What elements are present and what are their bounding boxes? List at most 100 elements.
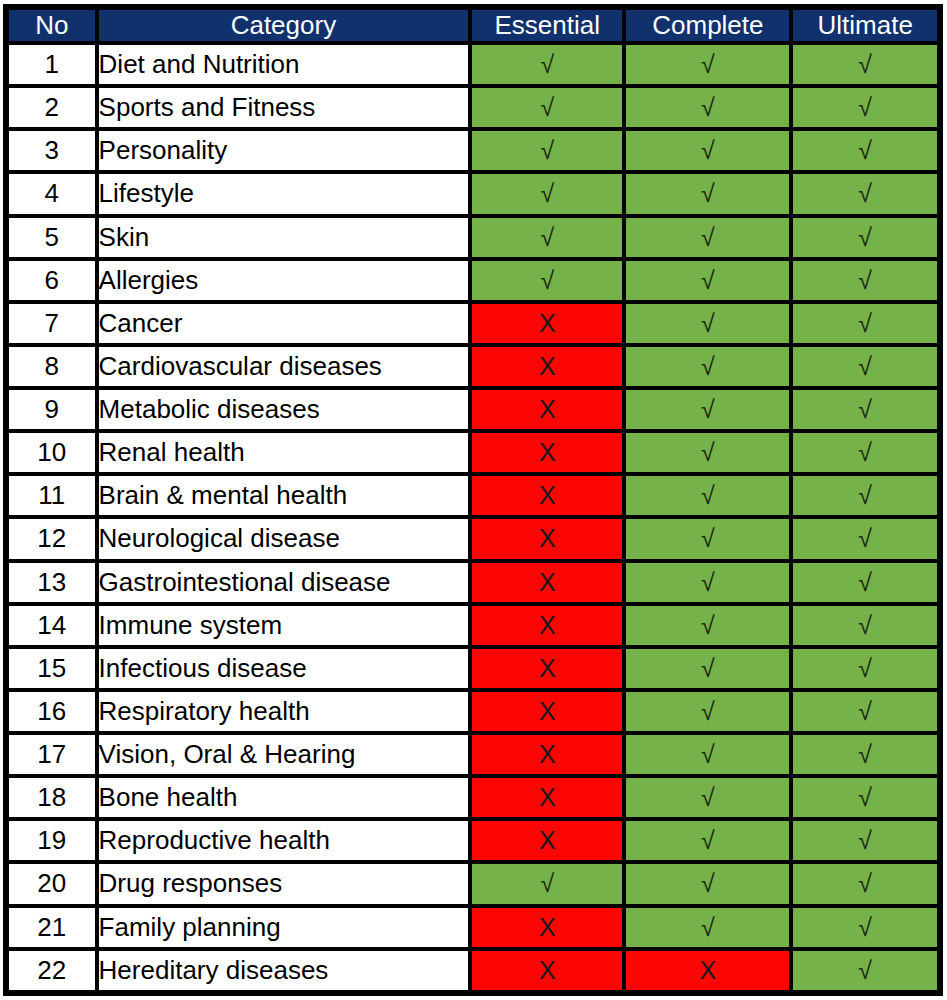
row-number-cell: 21 [6, 906, 97, 949]
table-row: 15Infectious diseaseX√√ [6, 647, 940, 690]
row-number-cell: 22 [6, 949, 97, 993]
complete-check-mark-cell: √ [624, 172, 791, 215]
category-cell: Family planning [97, 906, 471, 949]
plan-comparison-table: No Category Essential Complete Ultimate … [3, 4, 943, 996]
row-number-cell: 10 [6, 431, 97, 474]
row-number-cell: 8 [6, 345, 97, 388]
complete-check-mark-cell: √ [624, 776, 791, 819]
comparison-table: No Category Essential Complete Ultimate … [3, 4, 943, 996]
essential-cross-mark-cell: X [470, 906, 624, 949]
essential-check-mark-cell: √ [470, 216, 624, 259]
table-row: 2Sports and Fitness√√√ [6, 86, 940, 129]
complete-check-mark-cell: √ [624, 647, 791, 690]
table-header-row: No Category Essential Complete Ultimate [6, 7, 940, 43]
essential-cross-mark-cell: X [470, 388, 624, 431]
column-header-no: No [6, 7, 97, 43]
category-cell: Sports and Fitness [97, 86, 471, 129]
table-row: 22Hereditary diseasesXX√ [6, 949, 940, 993]
table-row: 18Bone healthX√√ [6, 776, 940, 819]
complete-check-mark-cell: √ [624, 561, 791, 604]
table-row: 17Vision, Oral & HearingX√√ [6, 733, 940, 776]
complete-check-mark-cell: √ [624, 345, 791, 388]
complete-check-mark-cell: √ [624, 259, 791, 302]
complete-check-mark-cell: √ [624, 733, 791, 776]
table-row: 21Family planningX√√ [6, 906, 940, 949]
row-number-cell: 14 [6, 604, 97, 647]
table-row: 19Reproductive healthX√√ [6, 819, 940, 862]
category-cell: Hereditary diseases [97, 949, 471, 993]
ultimate-check-mark-cell: √ [791, 302, 940, 345]
category-cell: Respiratory health [97, 690, 471, 733]
essential-cross-mark-cell: X [470, 561, 624, 604]
table-row: 10Renal healthX√√ [6, 431, 940, 474]
category-cell: Bone health [97, 776, 471, 819]
ultimate-check-mark-cell: √ [791, 259, 940, 302]
row-number-cell: 9 [6, 388, 97, 431]
complete-check-mark-cell: √ [624, 302, 791, 345]
ultimate-check-mark-cell: √ [791, 819, 940, 862]
complete-check-mark-cell: √ [624, 604, 791, 647]
ultimate-check-mark-cell: √ [791, 172, 940, 215]
category-cell: Allergies [97, 259, 471, 302]
category-cell: Neurological disease [97, 517, 471, 560]
category-cell: Gastrointestional disease [97, 561, 471, 604]
category-cell: Lifestyle [97, 172, 471, 215]
row-number-cell: 3 [6, 129, 97, 172]
essential-check-mark-cell: √ [470, 259, 624, 302]
row-number-cell: 18 [6, 776, 97, 819]
complete-check-mark-cell: √ [624, 43, 791, 86]
row-number-cell: 2 [6, 86, 97, 129]
complete-check-mark-cell: √ [624, 431, 791, 474]
column-header-essential: Essential [470, 7, 624, 43]
row-number-cell: 7 [6, 302, 97, 345]
row-number-cell: 13 [6, 561, 97, 604]
ultimate-check-mark-cell: √ [791, 949, 940, 993]
column-header-category: Category [97, 7, 471, 43]
category-cell: Personality [97, 129, 471, 172]
table-row: 1Diet and Nutrition√√√ [6, 43, 940, 86]
essential-cross-mark-cell: X [470, 345, 624, 388]
category-cell: Cardiovascular diseases [97, 345, 471, 388]
ultimate-check-mark-cell: √ [791, 517, 940, 560]
essential-cross-mark-cell: X [470, 690, 624, 733]
table-row: 12Neurological diseaseX√√ [6, 517, 940, 560]
column-header-ultimate: Ultimate [791, 7, 940, 43]
category-cell: Cancer [97, 302, 471, 345]
table-row: 6Allergies√√√ [6, 259, 940, 302]
table-row: 7CancerX√√ [6, 302, 940, 345]
ultimate-check-mark-cell: √ [791, 216, 940, 259]
category-cell: Brain & mental health [97, 474, 471, 517]
essential-cross-mark-cell: X [470, 431, 624, 474]
essential-cross-mark-cell: X [470, 647, 624, 690]
row-number-cell: 12 [6, 517, 97, 560]
row-number-cell: 6 [6, 259, 97, 302]
complete-check-mark-cell: √ [624, 129, 791, 172]
essential-cross-mark-cell: X [470, 517, 624, 560]
ultimate-check-mark-cell: √ [791, 906, 940, 949]
table-row: 11Brain & mental healthX√√ [6, 474, 940, 517]
category-cell: Vision, Oral & Hearing [97, 733, 471, 776]
ultimate-check-mark-cell: √ [791, 604, 940, 647]
essential-cross-mark-cell: X [470, 776, 624, 819]
ultimate-check-mark-cell: √ [791, 561, 940, 604]
row-number-cell: 19 [6, 819, 97, 862]
category-cell: Reproductive health [97, 819, 471, 862]
column-header-complete: Complete [624, 7, 791, 43]
ultimate-check-mark-cell: √ [791, 647, 940, 690]
table-row: 20Drug responses√√√ [6, 862, 940, 905]
table-row: 9Metabolic diseasesX√√ [6, 388, 940, 431]
complete-check-mark-cell: √ [624, 216, 791, 259]
category-cell: Metabolic diseases [97, 388, 471, 431]
category-cell: Immune system [97, 604, 471, 647]
category-cell: Drug responses [97, 862, 471, 905]
complete-check-mark-cell: √ [624, 906, 791, 949]
complete-check-mark-cell: √ [624, 474, 791, 517]
ultimate-check-mark-cell: √ [791, 388, 940, 431]
table-row: 4Lifestyle√√√ [6, 172, 940, 215]
essential-cross-mark-cell: X [470, 604, 624, 647]
ultimate-check-mark-cell: √ [791, 733, 940, 776]
essential-cross-mark-cell: X [470, 474, 624, 517]
category-cell: Infectious disease [97, 647, 471, 690]
ultimate-check-mark-cell: √ [791, 690, 940, 733]
complete-cross-mark-cell: X [624, 949, 791, 993]
